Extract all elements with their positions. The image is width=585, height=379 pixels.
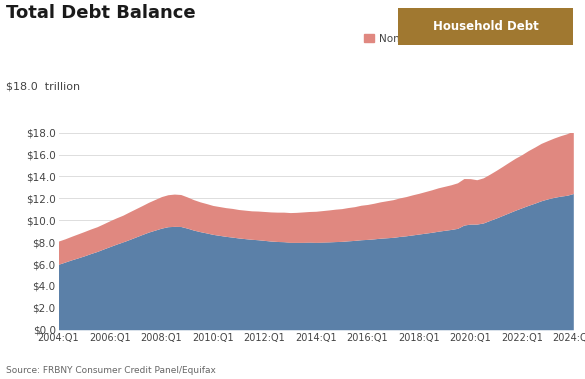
Legend: Non-housing debt, Housing debt: Non-housing debt, Housing debt <box>360 30 568 48</box>
Text: Source: FRBNY Consumer Credit Panel/Equifax: Source: FRBNY Consumer Credit Panel/Equi… <box>6 366 216 375</box>
Text: $18.0  trillion: $18.0 trillion <box>6 81 80 91</box>
Text: Household Debt: Household Debt <box>433 20 538 33</box>
Text: Total Debt Balance: Total Debt Balance <box>6 4 195 22</box>
